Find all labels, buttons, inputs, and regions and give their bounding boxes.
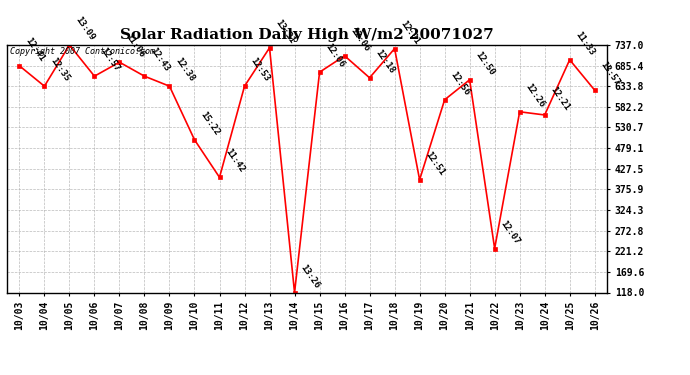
Text: 12:06: 12:06: [348, 26, 371, 53]
Text: Copyright 2007 Contronico.com: Copyright 2007 Contronico.com: [10, 48, 155, 57]
Text: 11:33: 11:33: [574, 30, 597, 57]
Text: 12:53: 12:53: [248, 56, 271, 83]
Text: 12:43: 12:43: [148, 46, 171, 74]
Text: 12:51: 12:51: [424, 150, 446, 177]
Text: 12:35: 12:35: [48, 56, 71, 83]
Text: 12:07: 12:07: [499, 219, 522, 246]
Text: 12:56: 12:56: [448, 70, 471, 97]
Text: 11:42: 11:42: [224, 147, 246, 175]
Text: 12:06: 12:06: [324, 42, 346, 69]
Title: Solar Radiation Daily High W/m2 20071027: Solar Radiation Daily High W/m2 20071027: [120, 28, 494, 42]
Text: 11:06: 11:06: [124, 32, 146, 59]
Text: 13:26: 13:26: [299, 262, 322, 290]
Text: 12:41: 12:41: [23, 36, 46, 63]
Text: 12:38: 12:38: [174, 56, 197, 83]
Text: 15:22: 15:22: [199, 110, 221, 137]
Text: 12:26: 12:26: [524, 82, 546, 109]
Text: 13:57: 13:57: [599, 60, 622, 87]
Text: 12:21: 12:21: [549, 85, 571, 112]
Text: 12:57: 12:57: [99, 46, 121, 74]
Text: 13:31: 13:31: [274, 18, 297, 45]
Text: 12:18: 12:18: [374, 48, 397, 75]
Text: 12:01: 12:01: [399, 19, 422, 46]
Text: 13:09: 13:09: [74, 15, 97, 42]
Text: 12:50: 12:50: [474, 50, 497, 77]
